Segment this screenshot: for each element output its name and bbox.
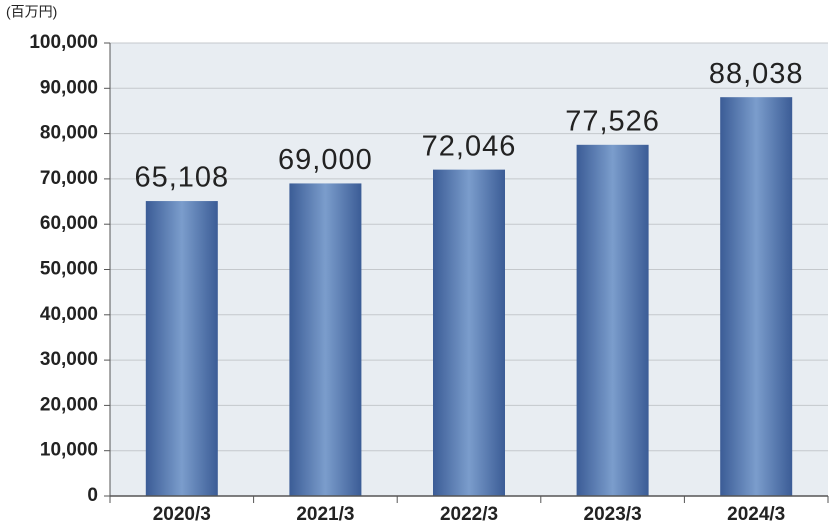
x-tick-label: 2023/3	[584, 504, 642, 525]
x-tick-label: 2021/3	[296, 504, 354, 525]
value-label: 77,526	[565, 105, 660, 137]
y-tick-label: 60,000	[40, 213, 98, 234]
bar	[576, 144, 649, 496]
y-tick-label: 0	[87, 485, 98, 506]
x-tick-label: 2020/3	[153, 504, 211, 525]
x-tick-label: 2024/3	[727, 504, 785, 525]
unit-label: (百万円)	[6, 4, 57, 20]
bar	[433, 169, 505, 496]
y-tick-label: 40,000	[40, 304, 98, 325]
y-tick-label: 70,000	[40, 168, 98, 189]
bar	[289, 183, 362, 496]
y-tick-label: 50,000	[40, 259, 98, 280]
y-tick-label: 80,000	[40, 123, 98, 144]
y-tick-label: 100,000	[29, 32, 98, 53]
value-label: 72,046	[422, 130, 517, 162]
value-label: 69,000	[278, 144, 373, 176]
value-label: 65,108	[134, 162, 229, 194]
y-tick-label: 90,000	[40, 77, 98, 98]
bar	[145, 201, 218, 496]
y-tick-label: 10,000	[40, 440, 98, 461]
x-tick-label: 2022/3	[440, 504, 498, 525]
value-label: 88,038	[709, 58, 804, 90]
bar	[720, 97, 793, 496]
y-tick-label: 20,000	[40, 394, 98, 415]
y-tick-label: 30,000	[40, 349, 98, 370]
